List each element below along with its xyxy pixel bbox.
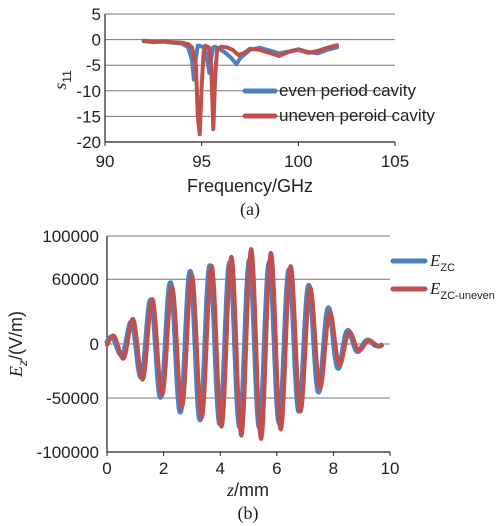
x-tick-label-b: 10 [381,459,400,478]
y-tick-label-b: 0 [90,335,99,354]
y-axis-label-a-main: s [50,83,70,90]
x-tick-label-b: 4 [215,459,224,478]
y-tick-label-a: -15 [76,107,101,126]
y-axis-label-b-main: E [6,366,26,378]
series-line-b-2 [105,247,384,441]
series-line-a-2 [141,38,339,137]
x-tick-label-b: 2 [159,459,168,478]
legend-label-b-2: EZC-uneven [429,279,495,302]
series-line-a-1 [141,39,339,82]
x-tick-label-b: 8 [329,459,338,478]
x-tick-label-a: 90 [96,152,115,171]
x-tick-label-b: 6 [272,459,281,478]
legend-label-b-1-sub: ZC [440,262,455,274]
legend-label-b-1: EZC [429,251,455,274]
y-tick-label-b: 100000 [42,227,99,246]
legend-label-a-2: uneven peroid cavity [279,106,435,125]
y-tick-label-a: -5 [86,56,101,75]
caption-a: (a) [240,199,260,220]
y-tick-label-b: -50000 [46,389,99,408]
y-axis-label-b-unit: /(V/m) [6,311,26,360]
y-axis-label-a: s11 [50,70,74,90]
y-tick-label-a: -10 [76,82,101,101]
x-axis-label-b-var: z [226,480,234,500]
y-axis-label-b: Ez/(V/m) [6,311,30,378]
legend-label-b-1-main: E [429,251,441,270]
x-tick-label-a: 100 [284,152,312,171]
x-tick-label-b: 0 [102,459,111,478]
x-axis-label-a: Frequency/GHz [187,176,313,196]
y-axis-label-b-sub: z [16,360,30,367]
y-tick-label-a: -20 [76,133,101,152]
x-tick-label-a: 95 [192,152,211,171]
legend-label-b-2-main: E [429,279,441,298]
x-axis-label-b-unit: /mm [234,480,269,500]
legend-label-a-1: even period cavity [279,81,417,100]
legend-label-b-2-sub: ZC-uneven [440,290,494,302]
x-axis-label-b: z/mm [226,480,269,500]
y-tick-label-a: 5 [92,5,101,24]
y-tick-label-a: 0 [92,31,101,50]
y-axis-label-a-sub: 11 [60,70,74,83]
y-tick-label-b: 60000 [52,270,99,289]
caption-b: (b) [238,503,259,524]
y-tick-label-b: -100000 [37,443,99,462]
x-tick-label-a: 105 [381,152,409,171]
